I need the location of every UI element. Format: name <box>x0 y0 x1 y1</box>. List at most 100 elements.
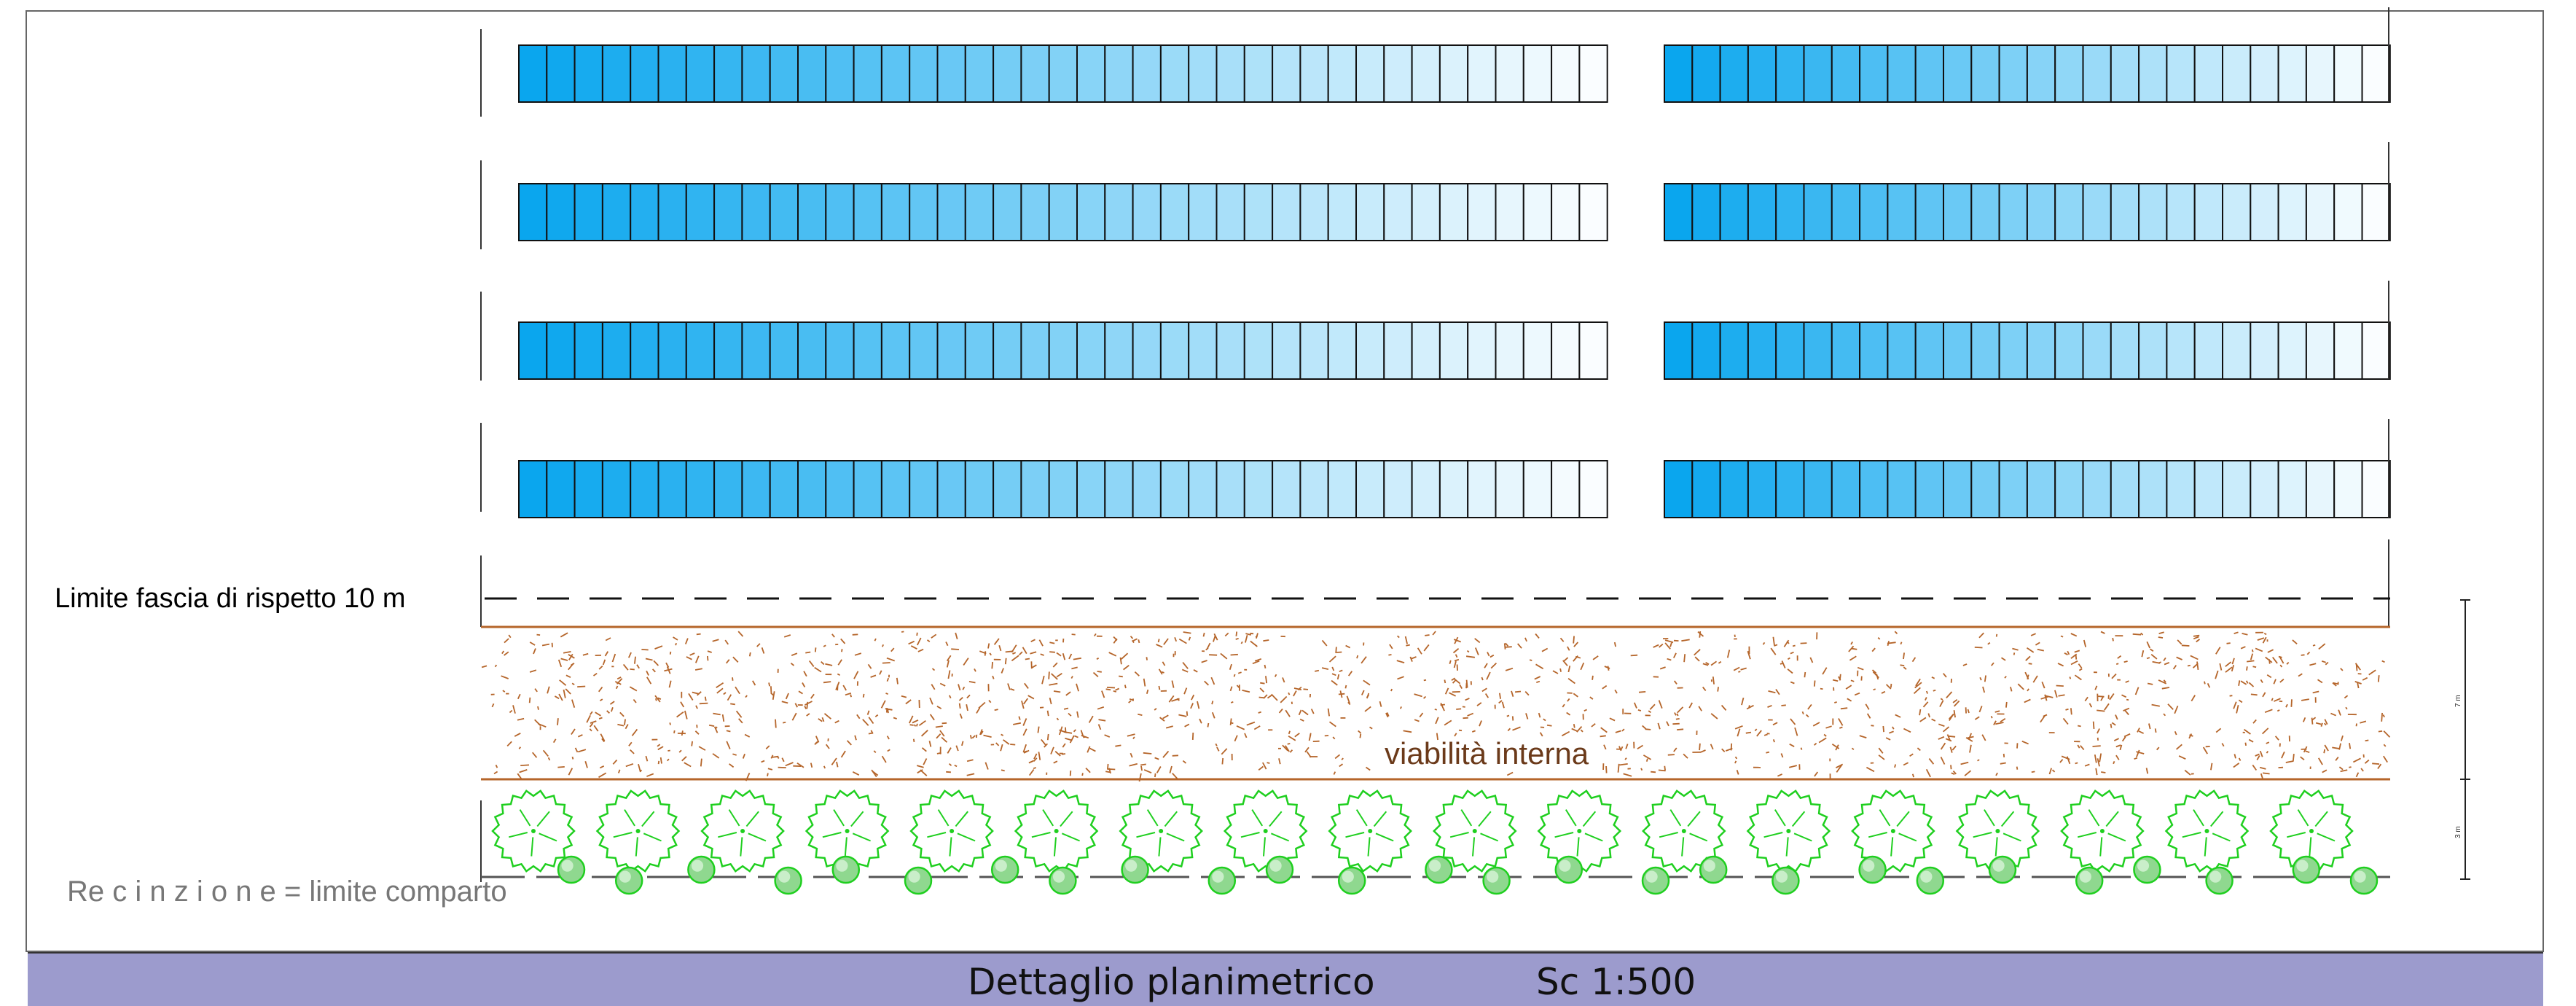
gravel-speck <box>1943 673 1947 678</box>
gravel-speck <box>2095 768 2098 776</box>
gravel-speck <box>765 745 770 749</box>
gravel-speck <box>723 692 727 695</box>
gravel-speck <box>694 668 702 671</box>
gravel-speck <box>1253 725 1261 730</box>
solar-panel-left-r3-16 <box>936 321 966 380</box>
solar-panel-left-r2-33 <box>1411 183 1441 241</box>
gravel-speck <box>1651 771 1656 773</box>
gravel-speck <box>1672 722 1680 725</box>
solar-panel-left-r4-35 <box>1467 460 1497 518</box>
gravel-speck <box>1007 683 1011 690</box>
gravel-speck <box>936 733 941 739</box>
gravel-speck <box>1019 651 1023 656</box>
gravel-speck <box>2238 757 2242 761</box>
solar-panel-left-r2-4 <box>601 183 632 241</box>
gravel-speck <box>1183 631 1191 634</box>
gravel-speck <box>1044 743 1049 748</box>
gravel-speck <box>2121 694 2127 698</box>
gravel-speck <box>1605 765 1608 773</box>
gravel-speck <box>1038 639 1044 647</box>
solar-panel-left-r3-6 <box>657 321 687 380</box>
gravel-speck <box>1871 669 1877 674</box>
gravel-speck <box>1517 643 1522 649</box>
solar-panel-left-r2-9 <box>741 183 771 241</box>
gravel-speck <box>617 769 621 773</box>
solar-panel-left-r3-5 <box>630 321 659 380</box>
gravel-speck <box>2149 648 2154 652</box>
tree-11 <box>1537 789 1622 873</box>
gravel-speck <box>2383 755 2388 763</box>
solar-panel-left-r4-10 <box>769 460 799 518</box>
gravel-speck <box>1794 727 1798 736</box>
gravel-speck <box>947 747 952 754</box>
tree-5 <box>909 789 994 873</box>
gravel-speck <box>1543 718 1546 722</box>
gravel-speck <box>2362 676 2368 681</box>
solar-panel-right-r1-4 <box>1747 44 1777 103</box>
solar-panel-right-r2-23 <box>2277 183 2307 241</box>
gravel-speck <box>2381 712 2383 722</box>
gravel-speck <box>541 643 550 647</box>
gravel-speck <box>1694 656 1700 662</box>
gravel-speck <box>2017 683 2024 690</box>
gravel-speck <box>1878 747 1884 754</box>
gravel-speck <box>1162 750 1170 758</box>
gravel-speck <box>1471 730 1476 733</box>
gravel-speck <box>1449 692 1456 697</box>
gravel-speck <box>1080 730 1084 736</box>
gravel-speck <box>1169 765 1172 773</box>
solar-panel-right-r1-17 <box>2110 44 2140 103</box>
gravel-speck <box>1101 690 1105 698</box>
solar-panel-left-r1-31 <box>1355 44 1385 103</box>
solar-panel-right-r3-2 <box>1691 321 1721 380</box>
gravel-speck <box>1143 769 1152 774</box>
gravel-speck <box>866 710 870 715</box>
gravel-speck <box>1030 651 1037 655</box>
gravel-speck <box>873 750 877 754</box>
gravel-speck <box>939 730 945 737</box>
gravel-speck <box>1211 701 1214 705</box>
solar-panel-right-r3-23 <box>2277 321 2307 380</box>
gravel-speck <box>2123 660 2128 663</box>
gravel-speck <box>2355 772 2360 778</box>
gravel-speck <box>589 722 594 728</box>
gravel-speck <box>1889 730 1894 734</box>
gravel-speck <box>694 730 700 735</box>
gravel-speck <box>1294 733 1300 738</box>
gravel-speck <box>1775 688 1780 695</box>
gravel-speck <box>1065 691 1071 696</box>
gravel-speck <box>1254 658 1262 662</box>
gravel-speck <box>1505 667 1514 671</box>
gravel-speck <box>2124 709 2129 716</box>
gravel-speck <box>1455 654 1458 658</box>
solar-panel-right-r1-9 <box>1887 44 1917 103</box>
gravel-speck <box>948 763 952 766</box>
gravel-speck <box>834 720 839 724</box>
gravel-speck <box>1154 757 1159 760</box>
gravel-speck <box>1539 732 1543 737</box>
gravel-speck <box>1890 683 1892 688</box>
gravel-speck <box>2292 639 2298 644</box>
dimension-line: 7 m 3 m <box>2454 599 2470 880</box>
gravel-speck <box>1740 667 1747 671</box>
gravel-speck <box>2238 699 2243 703</box>
solar-panel-left-r3-12 <box>825 321 855 380</box>
solar-panel-right-r3-8 <box>1859 321 1889 380</box>
gravel-speck <box>1559 637 1565 642</box>
gravel-speck <box>1900 642 1903 645</box>
gravel-speck <box>1915 678 1921 687</box>
gravel-speck <box>1138 713 1143 716</box>
gravel-speck <box>1600 727 1608 733</box>
gravel-speck <box>2234 754 2236 759</box>
gravel-speck <box>698 746 706 751</box>
shrub-2 <box>614 866 643 895</box>
gravel-speck <box>1648 710 1652 714</box>
gravel-speck <box>533 648 536 655</box>
gravel-speck <box>2306 651 2311 655</box>
solar-panel-right-r1-7 <box>1831 44 1861 103</box>
gravel-speck <box>1535 663 1544 670</box>
gravel-speck <box>2026 647 2035 653</box>
gravel-speck <box>2138 730 2144 734</box>
solar-panel-left-r1-21 <box>1076 44 1106 103</box>
solar-panel-left-r2-31 <box>1355 183 1385 241</box>
